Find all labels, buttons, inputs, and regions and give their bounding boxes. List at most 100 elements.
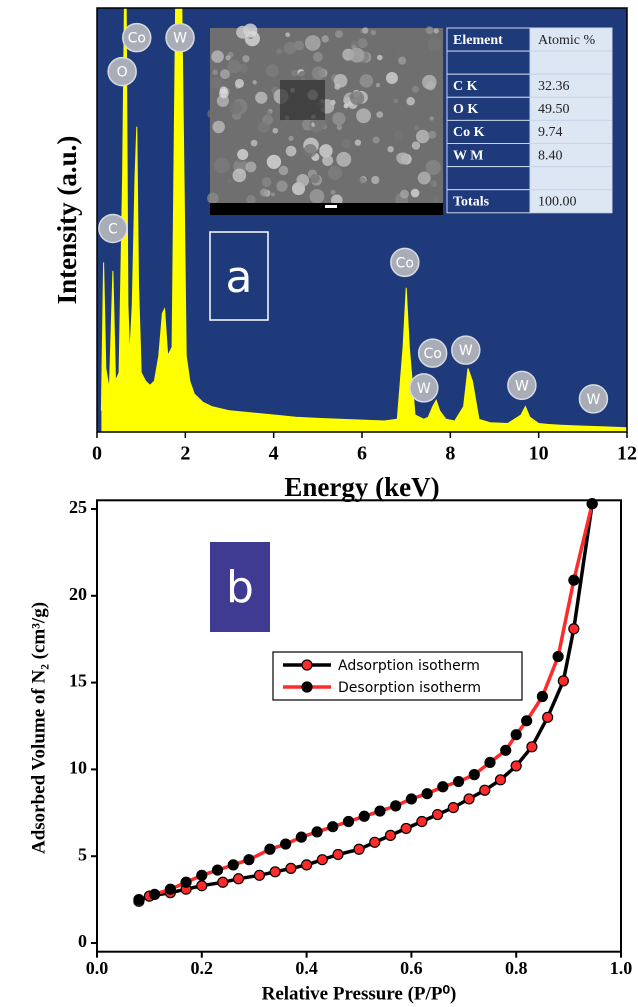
series-marker bbox=[452, 775, 465, 788]
series-marker bbox=[437, 781, 449, 793]
table-label: Totals bbox=[453, 194, 490, 209]
sem-grain bbox=[372, 136, 380, 144]
sem-grain bbox=[210, 77, 223, 89]
sem-grain bbox=[335, 30, 343, 39]
series-marker bbox=[586, 498, 598, 510]
series-marker bbox=[463, 793, 475, 805]
sem-grain bbox=[354, 139, 362, 146]
sem-grain bbox=[397, 152, 410, 165]
peak-label: W bbox=[417, 381, 431, 397]
series-marker bbox=[390, 800, 402, 812]
series-marker bbox=[484, 756, 496, 769]
sem-grain bbox=[266, 64, 279, 78]
sem-grain bbox=[370, 29, 377, 36]
series-marker bbox=[416, 815, 428, 828]
sem-grain bbox=[359, 177, 366, 184]
table-cell bbox=[529, 166, 613, 191]
series-marker bbox=[374, 805, 386, 817]
sem-grain bbox=[387, 145, 394, 153]
series-marker bbox=[542, 711, 554, 723]
panel-label-box bbox=[210, 542, 270, 632]
peak-marker bbox=[578, 384, 609, 414]
sem-grain bbox=[229, 101, 243, 115]
peak-label: Co bbox=[423, 346, 441, 362]
x-tick-label: 0 bbox=[92, 443, 102, 465]
x-tick-label: 4 bbox=[269, 443, 279, 465]
sem-grain bbox=[422, 74, 437, 90]
series-marker bbox=[494, 774, 507, 786]
x-tick-label: 12 bbox=[617, 443, 637, 465]
series-marker bbox=[521, 715, 533, 727]
sem-grain bbox=[429, 116, 434, 121]
sem-grain bbox=[303, 143, 317, 158]
sem-grain bbox=[319, 144, 333, 158]
spectrum-fill bbox=[101, 8, 627, 432]
series-marker bbox=[232, 873, 245, 885]
spectrum-line bbox=[100, 8, 627, 429]
table-label: Element bbox=[453, 33, 503, 48]
sem-grain bbox=[211, 50, 224, 63]
table-cell bbox=[529, 50, 613, 75]
x-tick-label: 0.8 bbox=[505, 958, 528, 978]
x-tick-label: 2 bbox=[180, 443, 190, 465]
sem-grain bbox=[375, 82, 381, 88]
sem-grain bbox=[266, 154, 282, 170]
x-axis-title: Energy (keV) bbox=[284, 472, 439, 502]
table-value: 49.50 bbox=[538, 102, 570, 117]
sem-grain bbox=[406, 96, 415, 106]
x-tick-label: 0.0 bbox=[86, 958, 109, 978]
peak-label: C bbox=[108, 221, 118, 237]
series-marker bbox=[536, 690, 549, 703]
x-tick-label: 1.0 bbox=[610, 958, 633, 978]
table-value: 9.74 bbox=[538, 125, 563, 140]
sem-grain bbox=[376, 111, 384, 119]
series-line bbox=[138, 503, 594, 903]
series-marker bbox=[358, 810, 370, 822]
series-marker bbox=[400, 822, 412, 835]
legend-box bbox=[272, 651, 523, 701]
series-marker bbox=[133, 894, 145, 906]
series-marker bbox=[568, 623, 580, 635]
series-marker bbox=[264, 843, 276, 855]
sem-grain bbox=[432, 195, 440, 203]
sem-grain bbox=[411, 85, 419, 93]
sem-info-bar bbox=[210, 203, 443, 215]
peak-marker bbox=[107, 56, 137, 87]
sem-grain bbox=[293, 40, 305, 51]
sem-grain bbox=[285, 32, 291, 38]
series-marker bbox=[243, 854, 255, 866]
peak-marker bbox=[98, 213, 128, 244]
sem-grain bbox=[410, 188, 420, 198]
sem-grain bbox=[336, 151, 352, 167]
sem-grain bbox=[356, 108, 372, 124]
series-marker bbox=[421, 788, 433, 800]
sem-grain bbox=[212, 120, 225, 134]
sem-grain bbox=[271, 192, 276, 197]
sem-grain bbox=[425, 26, 434, 35]
sem-grain bbox=[304, 35, 321, 51]
series-marker bbox=[447, 801, 459, 814]
series-marker bbox=[149, 888, 161, 901]
sem-grain bbox=[393, 98, 399, 104]
sem-grain bbox=[258, 121, 270, 133]
sem-grain bbox=[411, 141, 421, 150]
sem-grain bbox=[414, 125, 420, 131]
x-tick-label: 0.6 bbox=[400, 958, 423, 978]
series-line bbox=[138, 503, 594, 902]
series-marker bbox=[342, 815, 355, 828]
sem-grain bbox=[266, 110, 272, 116]
peak-label: W bbox=[515, 378, 529, 394]
peak-marker bbox=[409, 373, 439, 403]
spectrum bbox=[100, 8, 627, 432]
sem-grain bbox=[296, 174, 310, 187]
series-marker bbox=[332, 848, 344, 861]
sem-grain bbox=[252, 80, 257, 85]
sem-grain bbox=[225, 55, 231, 61]
peak-label: W bbox=[459, 343, 473, 359]
sem-grain bbox=[255, 91, 268, 104]
panel-label: b bbox=[226, 562, 254, 613]
peak-marker bbox=[165, 22, 195, 53]
sem-grain bbox=[336, 124, 343, 131]
sem-grain bbox=[330, 189, 336, 195]
sem-grain bbox=[250, 139, 258, 147]
